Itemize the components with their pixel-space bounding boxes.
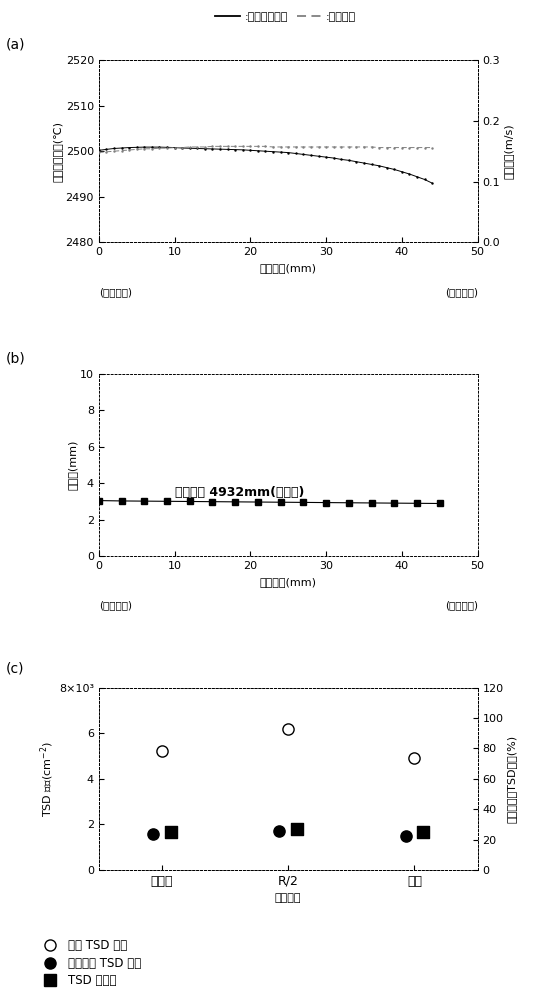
- Point: [149, 826, 158, 842]
- Point: [419, 824, 428, 840]
- Text: (c): (c): [5, 662, 24, 676]
- Y-axis label: 生长前后的TSD比例(%): 生长前后的TSD比例(%): [506, 735, 517, 823]
- Text: (a): (a): [5, 37, 25, 51]
- Text: (晶片端部): (晶片端部): [445, 287, 478, 297]
- X-axis label: 径向位置: 径向位置: [275, 893, 301, 903]
- Text: (b): (b): [5, 352, 25, 366]
- Point: [166, 824, 175, 840]
- Legend: :晶体表面温度, :气体流速: :晶体表面温度, :气体流速: [211, 8, 360, 26]
- Point: [293, 821, 301, 837]
- Y-axis label: TSD 密度(cm$^{-2}$): TSD 密度(cm$^{-2}$): [38, 741, 56, 817]
- Y-axis label: 生长量(mm): 生长量(mm): [67, 440, 77, 490]
- Point: [410, 750, 419, 766]
- Point: [275, 823, 284, 839]
- Legend: 晶种 TSD 密度, 生长晶体 TSD 密度, TSD 减少率: 晶种 TSD 密度, 生长晶体 TSD 密度, TSD 减少率: [33, 934, 145, 992]
- Text: 曲率半径 4932mm(略微凸): 曲率半径 4932mm(略微凸): [175, 486, 304, 499]
- Text: (晶片端部): (晶片端部): [445, 601, 478, 611]
- X-axis label: 径向位置(mm): 径向位置(mm): [260, 577, 317, 587]
- Text: (晶片中心): (晶片中心): [99, 287, 132, 297]
- Point: [401, 828, 410, 844]
- X-axis label: 径向位置(mm): 径向位置(mm): [260, 263, 317, 273]
- Point: [158, 743, 166, 759]
- Y-axis label: 晶种表面温度(℃): 晶种表面温度(℃): [53, 121, 63, 182]
- Y-axis label: 气体流速(m/s): 气体流速(m/s): [503, 123, 513, 179]
- Text: (晶片中心): (晶片中心): [99, 601, 132, 611]
- Point: [284, 721, 293, 737]
